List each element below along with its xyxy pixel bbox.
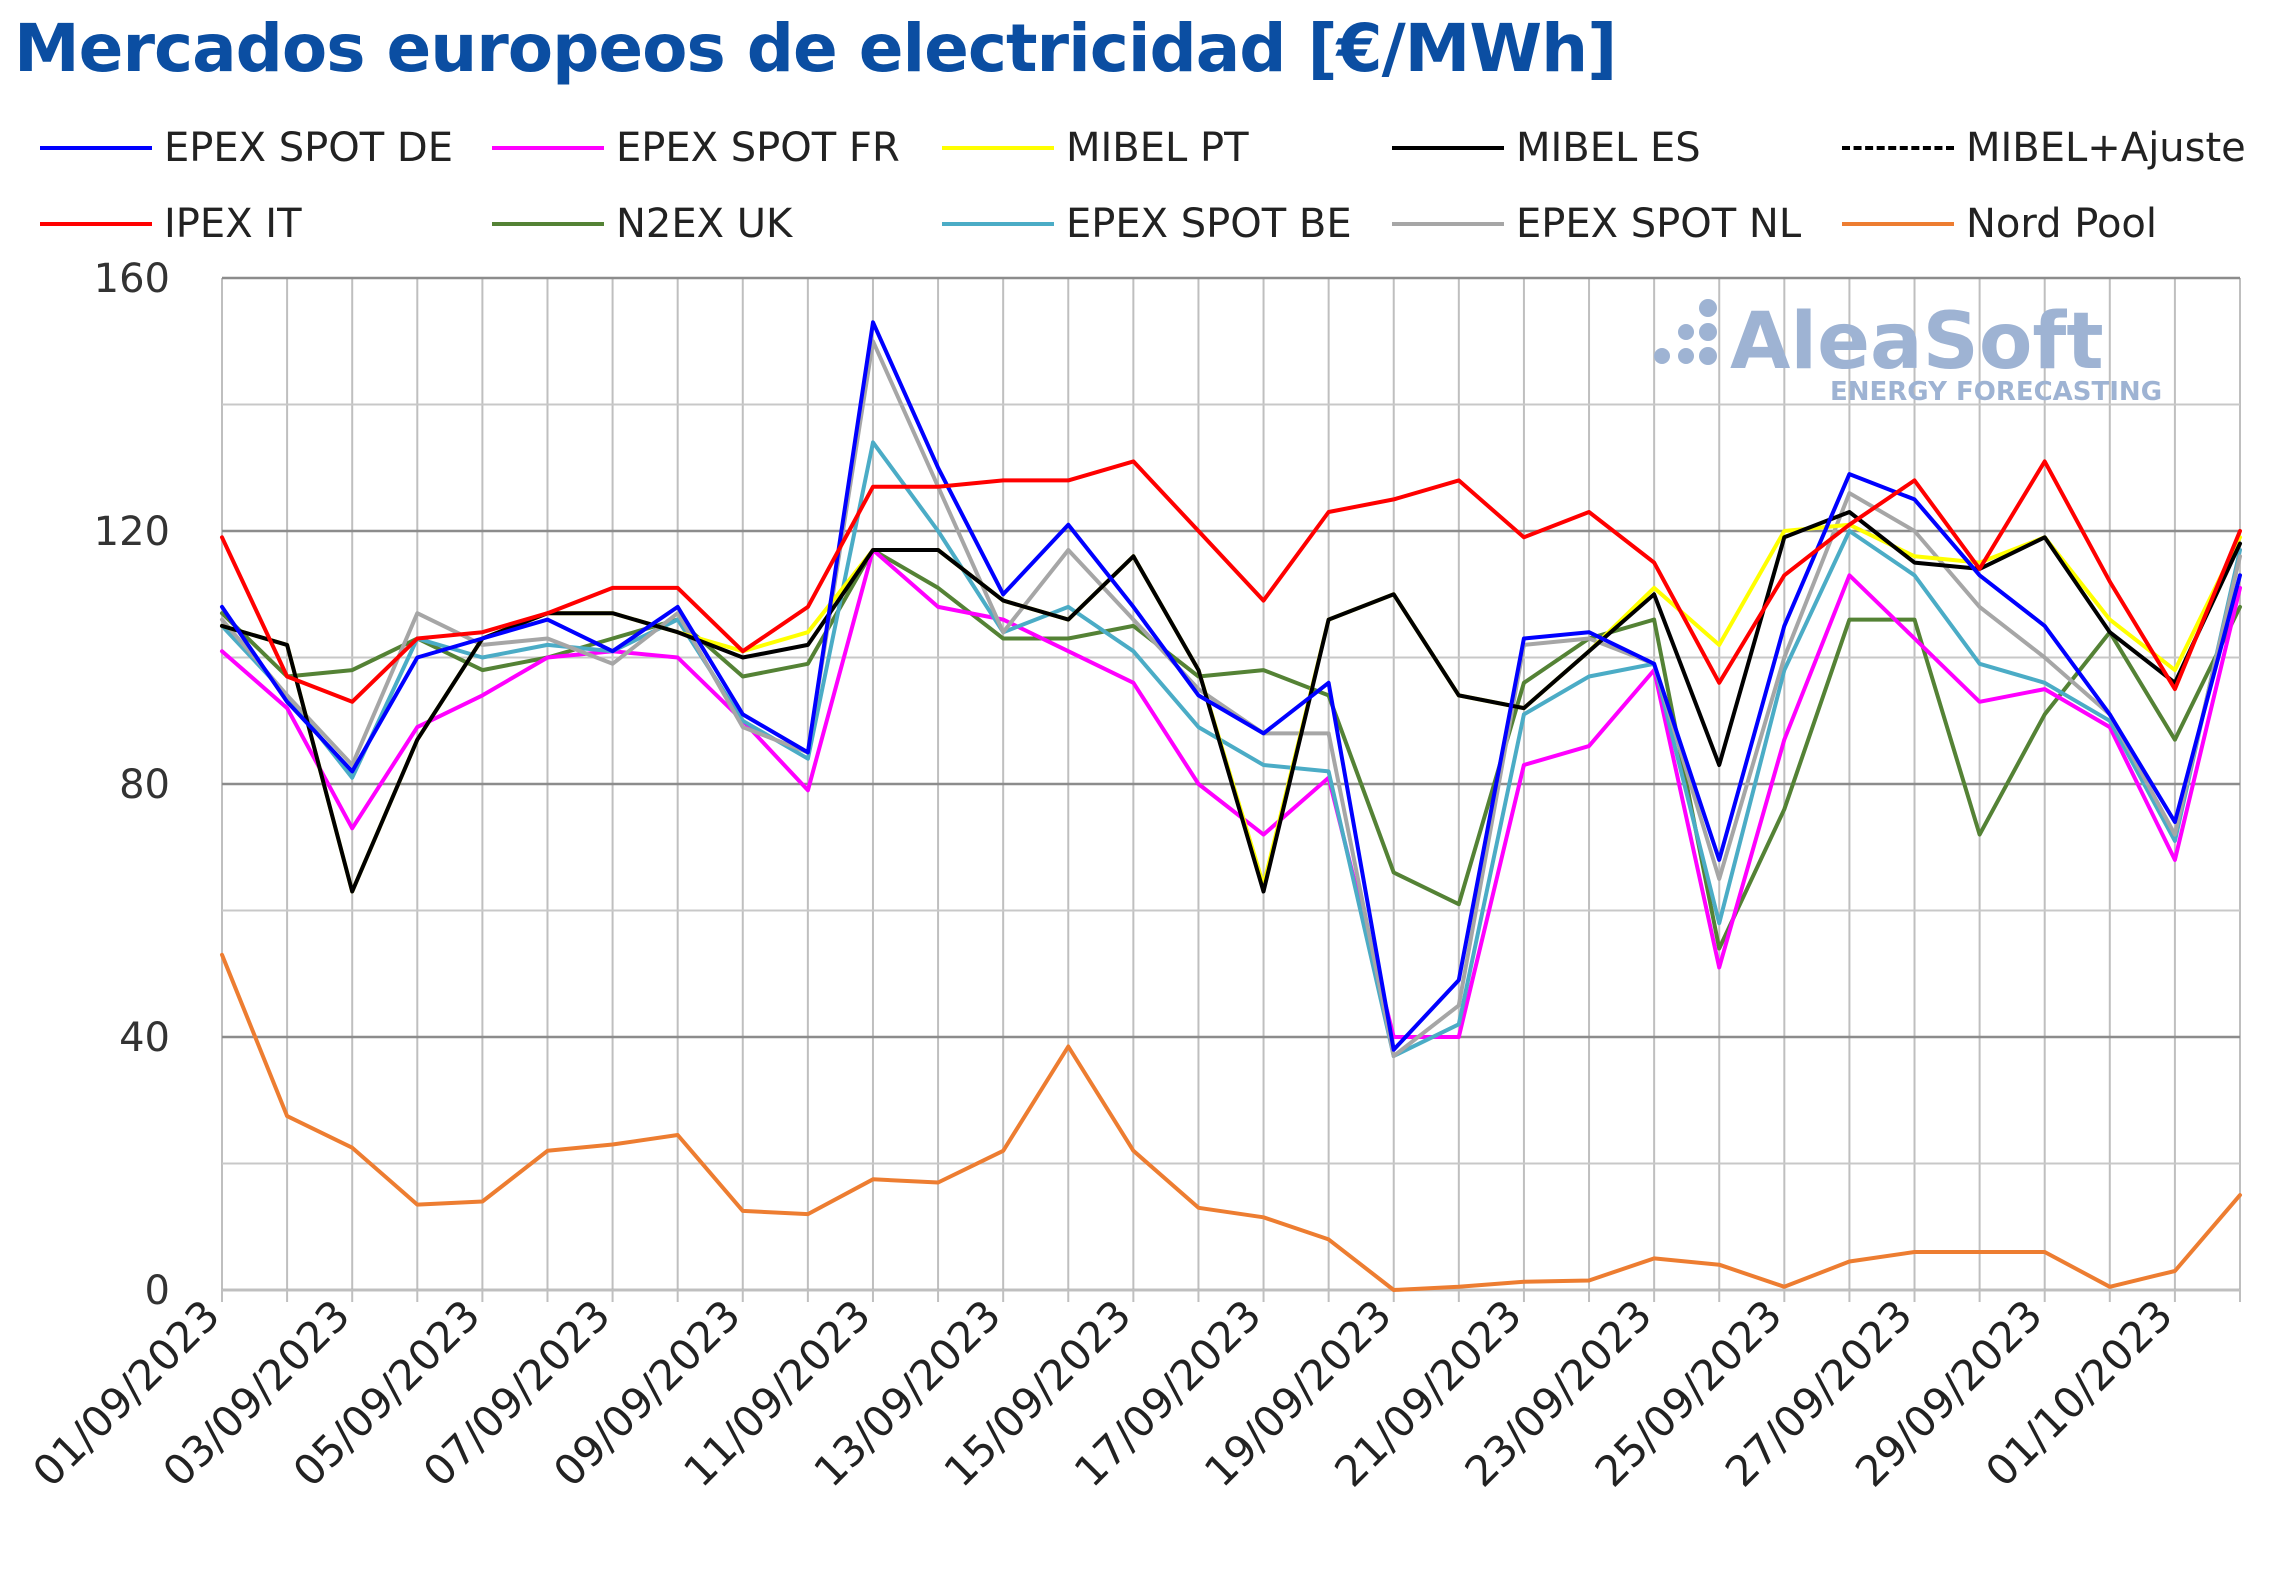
watermark-tagline: ENERGY FORECASTING [1830, 377, 2162, 407]
series-line-nord-pool [220, 952, 2242, 1292]
legend-swatch [492, 222, 604, 226]
chart-legend: EPEX SPOT DE EPEX SPOT FR MIBEL PT MIBEL ES… [40, 118, 2280, 268]
legend-label: MIBEL ES [1516, 125, 1701, 171]
legend-label: IPEX IT [164, 201, 302, 247]
y-tick-label: 40 [119, 1015, 170, 1061]
series-lines [220, 320, 2242, 1292]
legend-label: EPEX SPOT DE [164, 125, 454, 171]
series-line-mibel-ajuste [220, 510, 2242, 893]
legend-item: MIBEL ES [1392, 118, 1701, 178]
series-line-epex-spot-fr [220, 548, 2242, 1039]
grid [221, 276, 2241, 1302]
legend-label: EPEX SPOT NL [1516, 201, 1802, 247]
legend-item: EPEX SPOT DE [40, 118, 453, 178]
legend-swatch [40, 222, 152, 226]
legend-swatch [942, 222, 1054, 226]
legend-swatch [942, 146, 1054, 150]
legend-label: MIBEL PT [1066, 125, 1249, 171]
legend-item: EPEX SPOT FR [492, 118, 900, 178]
y-axis-ticks: 0 40 80 120 160 [94, 256, 170, 1314]
legend-label: EPEX SPOT FR [616, 125, 900, 171]
series-line-epex-spot-nl [220, 339, 2242, 1058]
y-tick-label: 0 [145, 1268, 170, 1314]
legend-swatch [1392, 146, 1504, 150]
legend-swatch [40, 146, 152, 150]
legend-item: Nord Pool [1842, 194, 2157, 254]
legend-swatch [1842, 146, 1954, 150]
series-line-mibel-pt [220, 522, 2242, 894]
legend-swatch [492, 146, 604, 150]
legend-label: EPEX SPOT BE [1066, 201, 1352, 247]
legend-item: N2EX UK [492, 194, 792, 254]
series-line-n2ex-uk [220, 548, 2242, 951]
legend-swatch [1392, 222, 1504, 226]
legend-swatch [1842, 222, 1954, 226]
watermark-brand: AleaSoft [1730, 297, 2104, 387]
x-axis-ticks: 01/09/202303/09/202305/09/202307/09/2023… [23, 1290, 2182, 1496]
series-line-epex-spot-be [220, 440, 2242, 1058]
legend-item: MIBEL PT [942, 118, 1249, 178]
logo-dots-icon [1654, 299, 1717, 365]
y-tick-label: 80 [119, 762, 170, 808]
legend-item: MIBEL+Ajuste [1842, 118, 2246, 178]
legend-label: Nord Pool [1966, 201, 2157, 247]
series-line-ipex-it [220, 459, 2242, 704]
y-tick-label: 160 [94, 256, 170, 302]
legend-item: EPEX SPOT NL [1392, 194, 1801, 254]
legend-label: MIBEL+Ajuste [1966, 125, 2246, 171]
chart-title: Mercados europeos de electricidad [€/MWh… [14, 10, 1617, 87]
legend-item: EPEX SPOT BE [942, 194, 1352, 254]
y-tick-label: 120 [94, 509, 170, 555]
legend-item: IPEX IT [40, 194, 302, 254]
aleasoft-logo: AleaSoft ENERGY FORECASTING [1650, 292, 2210, 412]
series-line-epex-spot-de [220, 320, 2242, 1052]
legend-label: N2EX UK [616, 201, 793, 247]
